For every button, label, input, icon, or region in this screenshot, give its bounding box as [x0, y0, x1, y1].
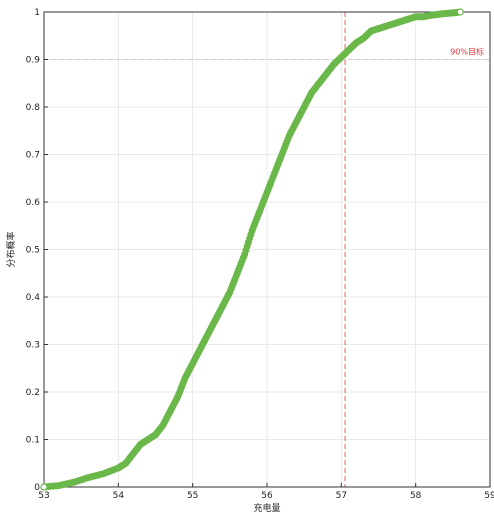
x-axis-label: 充电量: [253, 502, 280, 514]
y-tick-label: 0.4: [26, 293, 41, 303]
y-tick-label: 0: [34, 483, 40, 493]
y-tick-label: 0.3: [26, 341, 40, 351]
data-point-end: [456, 8, 464, 16]
target-annotation-label: 90%目标: [450, 47, 484, 57]
y-tick-label: 0.2: [26, 388, 40, 398]
y-tick-label: 0.5: [26, 246, 40, 256]
y-tick-label: 0.8: [26, 103, 41, 113]
y-tick-label: 0.1: [26, 436, 40, 446]
x-tick-label: 59: [484, 491, 494, 501]
data-points: [40, 8, 464, 491]
reference-lines: [44, 12, 490, 487]
x-tick-label: 58: [410, 491, 422, 501]
data-point-start: [40, 483, 48, 491]
y-tick-label: 0.9: [26, 56, 41, 66]
x-tick-label: 53: [38, 491, 49, 501]
x-tick-label: 55: [187, 491, 198, 501]
x-tick-label: 54: [113, 491, 125, 501]
y-tick-label: 1: [34, 8, 40, 18]
axis-ticks: 53 54 55 56 57 58 59 0 0.1 0.2 0.3 0.4 0.5 0.6 0.7 0.8 0…: [26, 8, 494, 501]
annotations: 90%目标: [450, 47, 484, 57]
y-tick-label: 0.7: [26, 151, 40, 161]
x-tick-label: 56: [261, 491, 273, 501]
y-tick-label: 0.6: [26, 198, 41, 208]
y-axis-label: 分布概率: [5, 231, 17, 267]
x-tick-label: 57: [336, 491, 347, 501]
axis-labels: 充电量 分布概率: [5, 231, 281, 514]
